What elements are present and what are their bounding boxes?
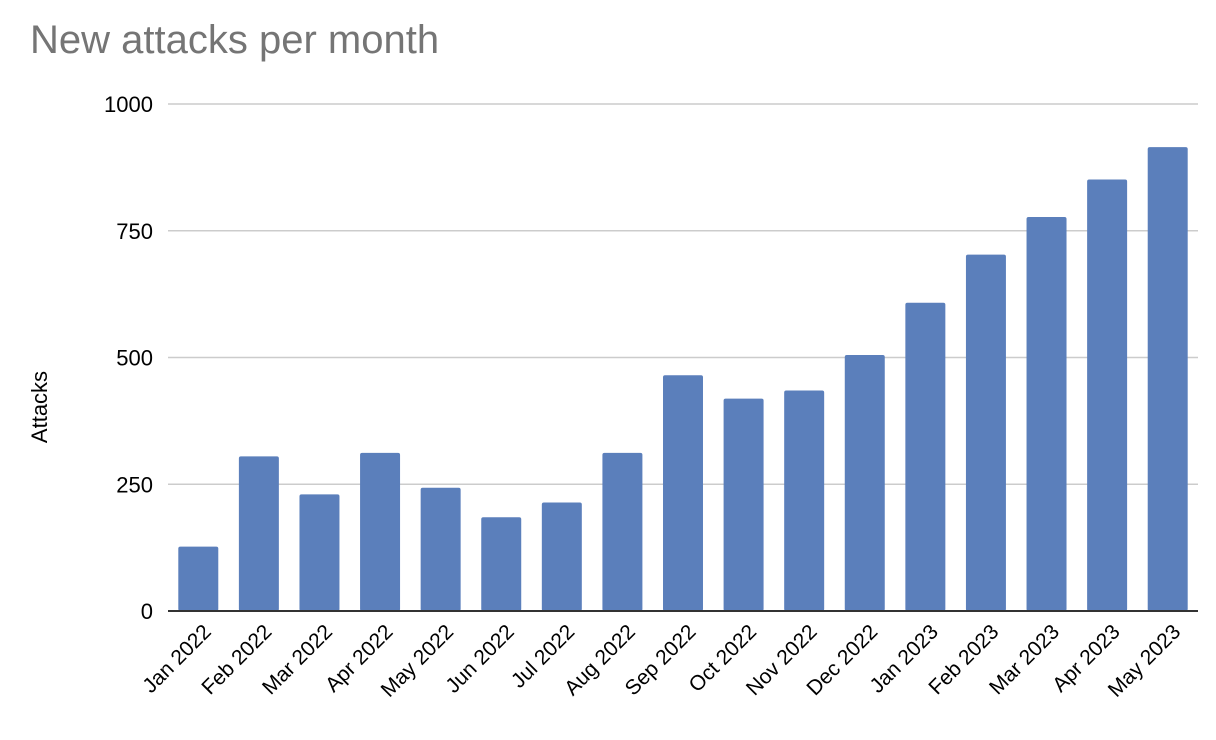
bar-apr-2022 (360, 452, 401, 611)
bar-may-2022 (420, 487, 461, 611)
y-tick-label: 500 (116, 346, 153, 371)
bar-jun-2022 (481, 517, 522, 611)
y-tick-label: 250 (116, 472, 153, 497)
bar-oct-2022 (723, 398, 764, 611)
bar-may-2023 (1147, 147, 1188, 611)
bar-jan-2022 (178, 546, 219, 611)
bar-nov-2022 (784, 390, 825, 611)
bar-apr-2023 (1087, 179, 1128, 611)
bar-mar-2023 (1026, 217, 1067, 611)
gridlines (168, 103, 1198, 485)
bar-aug-2022 (602, 452, 643, 611)
y-tick-labels: 0 250 500 750 1000 (104, 92, 153, 624)
bar-feb-2022 (238, 456, 279, 611)
y-tick-label: 1000 (104, 92, 153, 117)
bar-jul-2022 (541, 502, 582, 611)
bar-feb-2023 (965, 254, 1006, 612)
chart-title: New attacks per month (30, 18, 440, 62)
bar-mar-2022 (299, 494, 340, 611)
bar-jan-2023 (905, 302, 946, 611)
bars (178, 147, 1188, 612)
bar-dec-2022 (844, 354, 885, 611)
y-tick-label: 750 (116, 219, 153, 244)
bar-sep-2022 (663, 375, 703, 611)
y-tick-label: 0 (141, 599, 153, 624)
y-axis-label: Attacks (27, 371, 52, 443)
